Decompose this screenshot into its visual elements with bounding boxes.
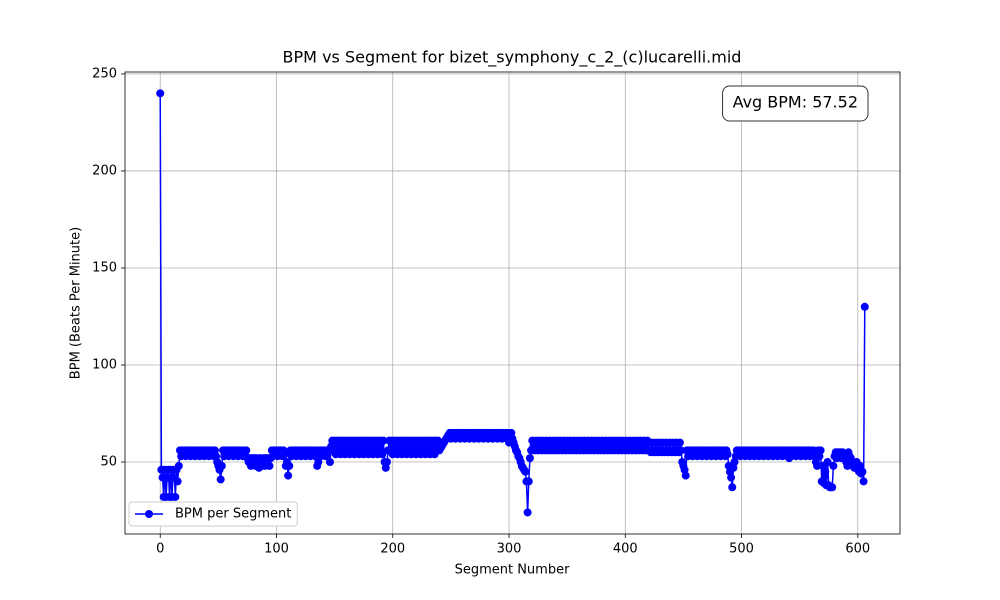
data-point	[828, 483, 837, 492]
legend-label: BPM per Segment	[175, 507, 291, 522]
data-point	[860, 302, 869, 311]
data-point	[325, 458, 334, 467]
x-tick-label: 0	[156, 542, 164, 557]
y-tick-label: 100	[92, 357, 117, 372]
data-point	[379, 436, 388, 445]
data-point	[163, 473, 172, 482]
data-point	[677, 446, 686, 455]
data-point	[156, 89, 165, 98]
x-tick-label: 400	[613, 542, 638, 557]
chart-title: BPM vs Segment for bizet_symphony_c_2_(c…	[283, 48, 742, 68]
data-point	[285, 461, 294, 470]
data-point	[823, 458, 832, 467]
legend: BPM per Segment	[128, 501, 298, 527]
y-tick-label: 50	[100, 455, 117, 470]
data-point	[859, 477, 868, 486]
data-point	[378, 450, 387, 459]
y-axis-label: BPM (Beats Per Minute)	[69, 227, 84, 379]
data-point	[681, 471, 690, 480]
data-point	[174, 461, 183, 470]
x-tick-label: 300	[497, 542, 522, 557]
data-point	[521, 467, 530, 476]
data-point	[829, 461, 838, 470]
data-point	[216, 475, 225, 484]
data-point	[265, 461, 274, 470]
data-point	[217, 461, 226, 470]
x-tick-label: 200	[380, 542, 405, 557]
data-point	[728, 483, 737, 492]
data-point	[524, 477, 533, 486]
annotation-box	[722, 85, 869, 122]
x-tick-label: 100	[264, 542, 289, 557]
data-point	[858, 467, 867, 476]
y-tick-label: 200	[92, 163, 117, 178]
data-point	[723, 450, 732, 459]
y-tick-label: 150	[92, 260, 117, 275]
data-point	[173, 477, 182, 486]
data-point	[382, 458, 391, 467]
data-point	[523, 508, 532, 517]
data-point	[242, 446, 251, 455]
x-tick-label: 600	[845, 542, 870, 557]
data-point	[171, 492, 180, 501]
legend-box	[128, 501, 298, 527]
data-point	[821, 467, 830, 476]
data-point	[727, 473, 736, 482]
data-point	[284, 471, 293, 480]
data-point	[816, 446, 825, 455]
axes-frame	[124, 71, 901, 535]
legend-marker	[145, 510, 153, 518]
y-tick-label: 250	[92, 66, 117, 81]
x-tick-label: 500	[729, 542, 754, 557]
data-point	[525, 454, 534, 463]
annotation: Avg BPM: 57.52	[733, 93, 858, 112]
data-point	[675, 438, 684, 447]
data-point	[280, 450, 289, 459]
data-point	[813, 461, 822, 470]
x-axis-label: Segment Number	[455, 563, 571, 578]
